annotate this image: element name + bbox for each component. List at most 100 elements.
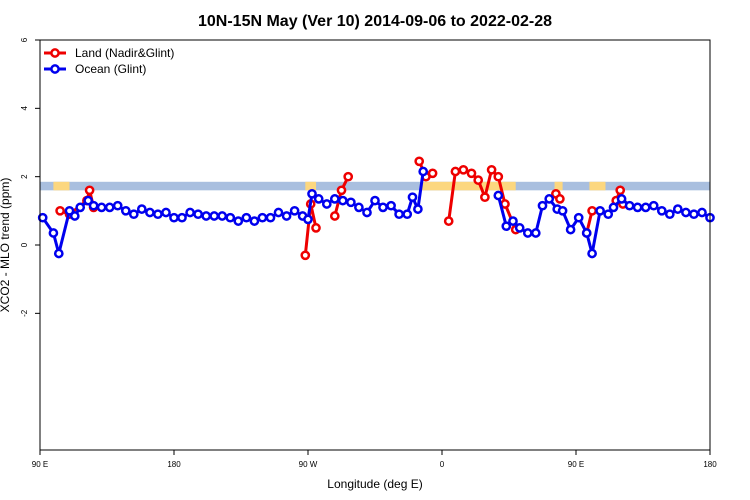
- data-point: [37, 212, 48, 223]
- plot-frame: [39, 39, 711, 451]
- band-rect: [40, 181, 710, 191]
- data-point: [640, 202, 651, 213]
- data-point: [370, 195, 380, 206]
- data-point: [53, 248, 64, 259]
- y-tick-label: -2: [20, 309, 29, 317]
- data-point: [689, 209, 699, 220]
- data-point: [603, 209, 614, 220]
- data-point: [443, 216, 454, 226]
- series-land: [55, 156, 628, 261]
- data-point: [648, 200, 659, 211]
- data-point: [307, 188, 317, 199]
- data-point: [632, 202, 643, 213]
- data-point: [321, 199, 332, 209]
- chart-title: 10N-15N May (Ver 10) 2014-09-06 to 2022-…: [198, 13, 552, 30]
- data-point: [493, 171, 504, 182]
- legend-label: Ocean (Glint): [75, 62, 146, 76]
- data-point: [530, 228, 541, 238]
- data-point: [386, 200, 396, 211]
- data-point: [336, 185, 347, 196]
- data-point: [414, 156, 425, 167]
- data-point: [233, 216, 244, 226]
- data-point: [608, 202, 619, 213]
- data-point: [145, 207, 155, 218]
- data-point: [64, 205, 75, 216]
- data-point: [273, 207, 284, 218]
- data-point: [241, 212, 252, 223]
- legend-label: Land (Nadir&Glint): [75, 46, 174, 60]
- data-point: [193, 209, 203, 220]
- data-point: [362, 207, 372, 218]
- data-point: [128, 209, 139, 220]
- y-tick-label: 0: [20, 242, 29, 247]
- data-point: [656, 205, 667, 216]
- data-point: [329, 211, 340, 221]
- data-point: [177, 212, 187, 223]
- data-point: [120, 205, 131, 216]
- series-layer: [37, 156, 715, 261]
- band-highlight: [421, 181, 516, 191]
- data-point: [346, 197, 356, 208]
- data-point: [407, 192, 418, 203]
- x-tick-label: 180: [703, 460, 717, 469]
- data-point: [681, 207, 691, 218]
- x-tick-label: 90 W: [299, 460, 318, 469]
- data-point: [104, 202, 115, 213]
- data-point: [427, 168, 438, 179]
- data-point: [337, 195, 348, 206]
- data-point: [48, 228, 59, 238]
- data-point: [265, 212, 276, 223]
- axis-ticks: 90 E 180 90 W 0 90 E 180 -2 0 2 4 6: [20, 37, 717, 469]
- x-tick-label: 0: [440, 460, 445, 469]
- data-point: [508, 216, 518, 226]
- data-point: [343, 171, 354, 182]
- data-point: [486, 164, 497, 175]
- data-point: [303, 214, 313, 225]
- data-point: [217, 211, 228, 221]
- data-point: [88, 200, 99, 211]
- data-point: [249, 216, 260, 226]
- data-point: [557, 205, 568, 216]
- data-point: [480, 192, 490, 203]
- data-point: [201, 211, 212, 221]
- data-point: [161, 207, 171, 218]
- data-point: [413, 204, 423, 214]
- data-point: [514, 223, 525, 233]
- band-highlight: [53, 181, 70, 191]
- data-point: [595, 205, 605, 216]
- x-tick-label: 90 E: [32, 460, 48, 469]
- data-point: [75, 202, 86, 213]
- data-point: [313, 194, 324, 204]
- legend: Land (Nadir&Glint) Ocean (Glint): [44, 46, 174, 76]
- data-point: [153, 209, 163, 220]
- data-point: [672, 204, 683, 214]
- x-tick-label: 180: [167, 460, 181, 469]
- y-tick-label: 4: [20, 106, 29, 111]
- data-point: [624, 200, 635, 211]
- data-point: [84, 185, 95, 196]
- data-point: [225, 212, 236, 223]
- data-point: [402, 209, 413, 220]
- data-point: [615, 185, 626, 196]
- data-point: [281, 211, 292, 221]
- data-point: [354, 202, 364, 213]
- data-point: [573, 212, 584, 223]
- data-point: [136, 204, 147, 214]
- series-ocean: [37, 166, 715, 259]
- legend-marker: [50, 64, 60, 74]
- background-band: [40, 181, 710, 191]
- data-point: [300, 250, 311, 261]
- data-point: [587, 248, 597, 259]
- data-point: [458, 164, 469, 175]
- band-highlight: [554, 181, 563, 191]
- data-point: [501, 221, 512, 232]
- data-point: [112, 200, 123, 211]
- data-point: [616, 194, 627, 204]
- data-point: [587, 205, 597, 216]
- data-point: [257, 212, 268, 223]
- band-highlight: [305, 181, 317, 191]
- data-point: [664, 209, 675, 220]
- band-highlight: [589, 181, 606, 191]
- y-tick-label: 2: [20, 174, 29, 179]
